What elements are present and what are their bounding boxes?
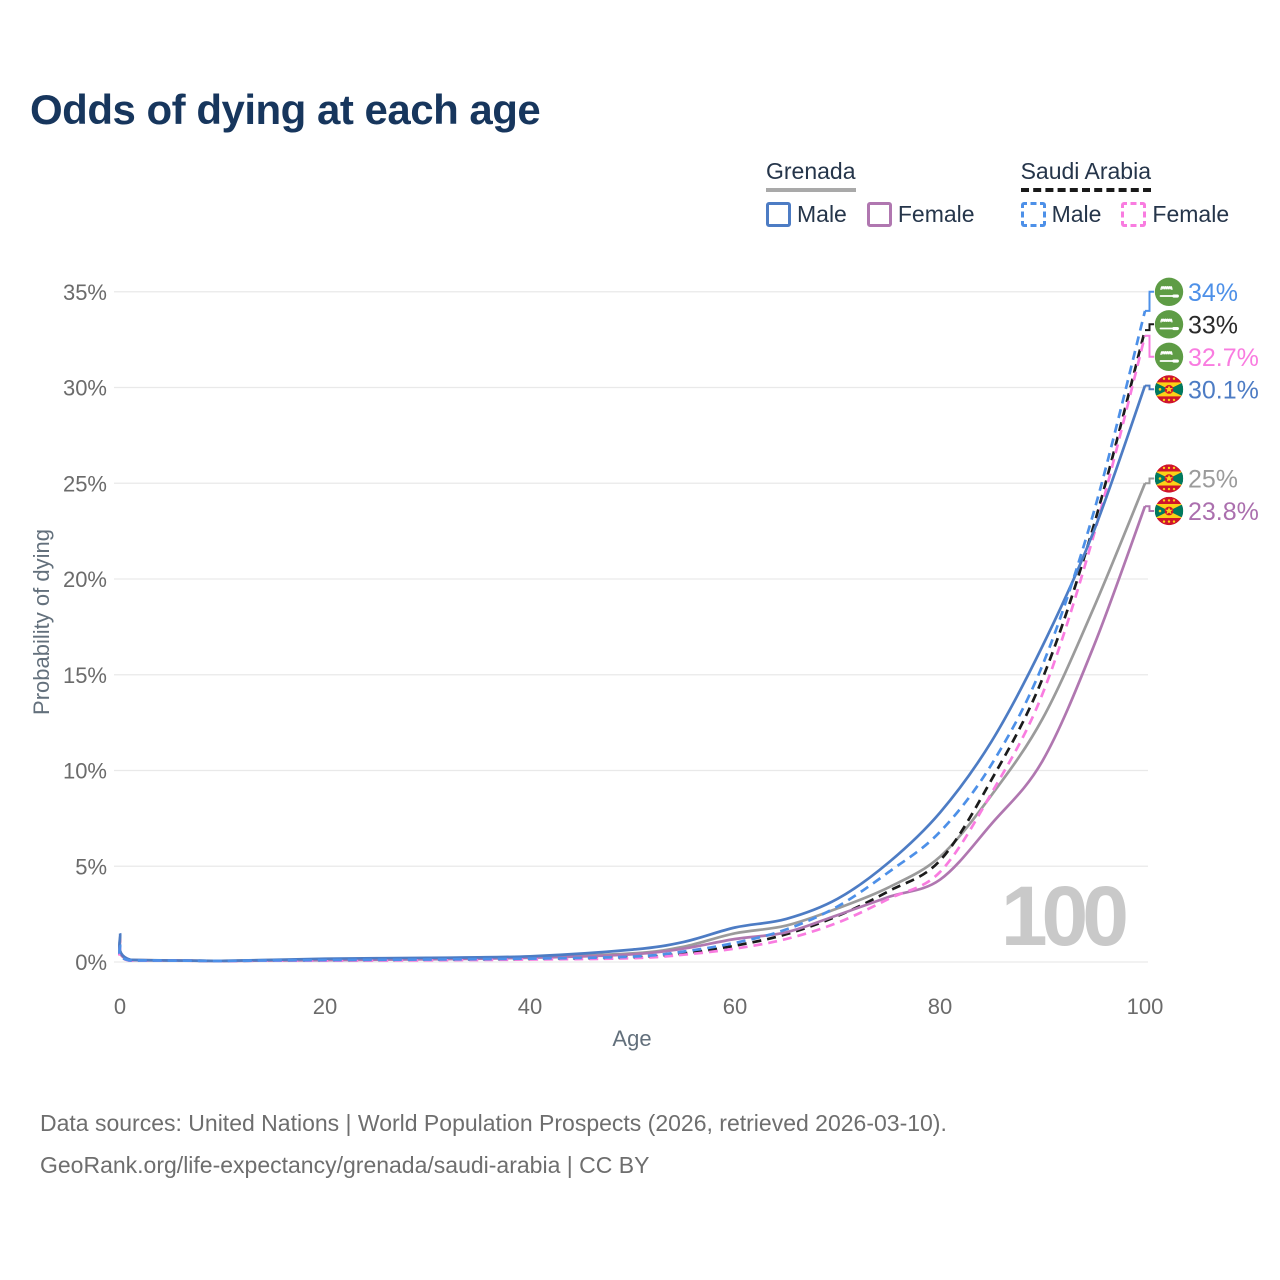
x-tick-label: 20 [313, 994, 337, 1019]
legend-group-title-saudi-arabia[interactable]: Saudi Arabia [1020, 158, 1151, 192]
end-label-saudi-female: 32.7% [1188, 344, 1259, 372]
page-title: Odds of dying at each age [30, 86, 541, 133]
footer-attribution: GeoRank.org/life-expectancy/grenada/saud… [40, 1152, 650, 1178]
footer: Data sources: United Nations | World Pop… [40, 1102, 947, 1186]
y-tick-label: 0% [75, 950, 107, 975]
end-label-connector-grenada-both [1145, 477, 1154, 485]
y-axis-title: Probability of dying [29, 529, 54, 715]
y-tick-label: 35% [63, 280, 107, 305]
x-tick-label: 60 [723, 994, 747, 1019]
legend-swatch-saudi-male-icon [1020, 202, 1046, 227]
legend-item-grenada-male[interactable]: Male [766, 201, 847, 228]
legend-swatch-grenada-male-icon [766, 202, 791, 227]
legend-item-grenada-female[interactable]: Female [866, 201, 975, 228]
legend-item-label: Female [897, 201, 975, 227]
age-watermark: 100 [1000, 869, 1129, 963]
end-label-connector-saudi-both [1145, 323, 1154, 332]
y-tick-label: 10% [63, 759, 107, 784]
end-label-saudi-both: 33% [1188, 311, 1238, 339]
legend-group-saudi-arabia: Saudi Arabia Male Female [1020, 158, 1229, 228]
saudi-arabia-flag-icon [1154, 310, 1184, 339]
legend-item-saudi-female[interactable]: Female [1121, 201, 1229, 228]
legend-items-grenada: Male Female [766, 201, 975, 228]
grenada-flag-icon [1154, 464, 1184, 493]
series-line-grenada-female [118, 505, 1147, 963]
x-axis-title: Age [612, 1026, 652, 1051]
end-label-connector-grenada-male [1145, 384, 1154, 391]
x-tick-label: 0 [114, 994, 126, 1019]
legend-swatch-saudi-female-icon [1121, 202, 1147, 227]
grenada-flag-icon [1154, 496, 1184, 526]
y-tick-label: 15% [63, 663, 107, 688]
y-tick-label: 25% [63, 471, 107, 496]
legend: Grenada Male Female Saudi Arabia Male Female [766, 158, 1229, 228]
y-tick-label: 5% [75, 854, 107, 879]
end-label-connector-saudi-female [1145, 334, 1154, 358]
legend-item-label: Male [1051, 201, 1102, 227]
saudi-arabia-flag-icon [1154, 277, 1184, 307]
end-label-connector-saudi-male [1145, 290, 1154, 312]
legend-item-saudi-male[interactable]: Male [1020, 201, 1102, 228]
saudi-arabia-flag-icon [1154, 342, 1184, 372]
series-line-grenada-male [118, 385, 1147, 963]
series-line-saudi-male [118, 310, 1147, 963]
x-tick-label: 40 [518, 994, 542, 1019]
x-tick-label: 100 [1127, 994, 1164, 1019]
legend-item-label: Female [1152, 201, 1230, 227]
end-label-grenada-both: 25% [1188, 465, 1238, 493]
series-line-saudi-female [118, 335, 1147, 963]
end-label-grenada-female: 23.8% [1188, 498, 1259, 526]
x-tick-label: 80 [928, 994, 952, 1019]
legend-items-saudi-arabia: Male Female [1020, 201, 1229, 228]
end-label-connector-grenada-female [1145, 505, 1154, 512]
legend-swatch-grenada-female-icon [866, 202, 892, 227]
end-label-saudi-male: 34% [1188, 279, 1238, 307]
legend-item-label: Male [797, 201, 847, 227]
y-tick-label: 20% [63, 567, 107, 592]
grenada-flag-icon [1154, 375, 1184, 404]
end-label-grenada-male: 30.1% [1188, 376, 1259, 404]
y-tick-label: 30% [63, 376, 107, 401]
series-line-grenada-both [118, 482, 1147, 963]
legend-group-grenada: Grenada Male Female [766, 158, 975, 228]
footer-data-sources: Data sources: United Nations | World Pop… [40, 1110, 947, 1136]
legend-group-title-grenada[interactable]: Grenada [766, 158, 856, 192]
